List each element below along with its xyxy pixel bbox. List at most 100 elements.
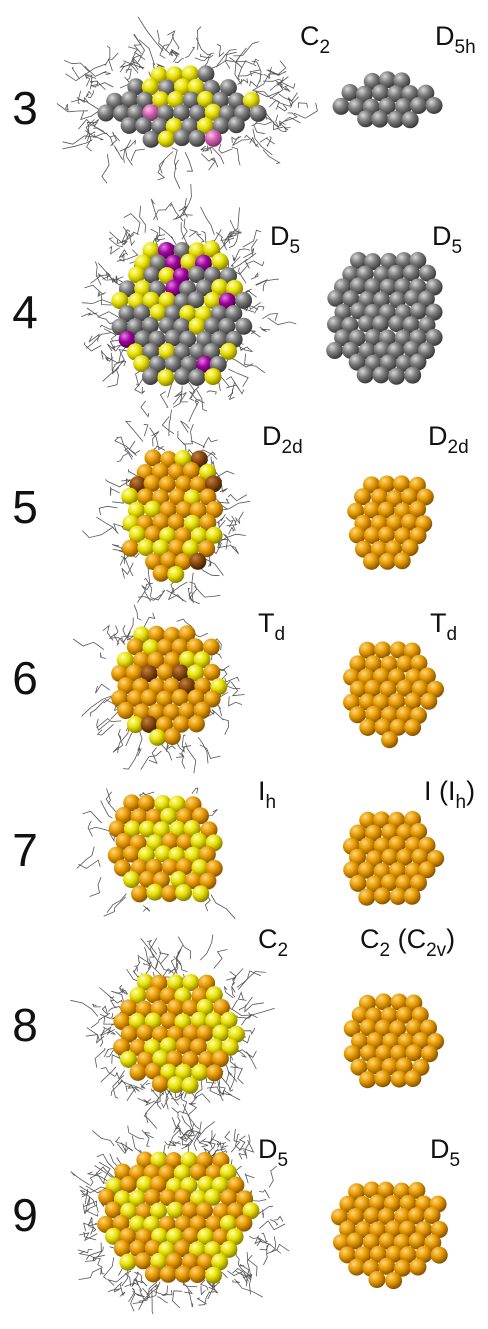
ligand [57, 104, 88, 112]
ligand [218, 520, 225, 527]
symmetry-label: D5 [432, 221, 462, 258]
atom [157, 369, 174, 386]
subscript: 5 [290, 237, 301, 258]
ligand [71, 1172, 90, 1186]
ligand [196, 38, 214, 55]
ligand [118, 729, 120, 740]
ligand [260, 137, 275, 144]
atom [121, 117, 138, 134]
ligand [236, 1135, 241, 1151]
ligand [259, 1190, 269, 1198]
ligand [152, 1289, 153, 1314]
cluster-row: 9 [12, 1112, 448, 1314]
ligand [101, 653, 106, 659]
ligand [220, 1075, 234, 1091]
ligand [87, 308, 119, 318]
ligand [238, 992, 246, 1000]
ligand [223, 719, 229, 735]
ligand [128, 47, 145, 60]
ligand [251, 331, 261, 338]
ligand [185, 47, 194, 58]
atom [371, 111, 388, 128]
ligand [248, 1008, 275, 1015]
ligand [210, 60, 234, 69]
ligand [141, 751, 162, 770]
ligand [230, 545, 239, 554]
ligand [97, 719, 110, 730]
atom [205, 130, 222, 147]
ligand [251, 273, 258, 279]
ligand [73, 639, 104, 650]
ligand [219, 144, 233, 153]
atom [192, 885, 209, 902]
ligand [102, 1006, 108, 1015]
subscript: h [266, 792, 277, 813]
ligand [207, 391, 217, 395]
cluster-row: 7 [12, 788, 444, 919]
ligand [117, 437, 133, 457]
ligand [239, 1150, 246, 1159]
structure-number: 9 [12, 1189, 38, 1241]
ligand [162, 417, 174, 434]
ligand [92, 1131, 114, 1146]
symmetry-label: C2 [258, 924, 288, 961]
atom [189, 553, 206, 570]
ligand [143, 906, 150, 912]
label-text: I (I [424, 776, 456, 806]
atom [420, 693, 437, 710]
ligand [131, 149, 145, 161]
ligand [123, 618, 133, 643]
ligand [230, 1056, 238, 1068]
ligand [116, 1071, 125, 1079]
ligand [189, 1103, 197, 1127]
symmetry-label: I (Ih) [424, 776, 475, 813]
ligand [190, 1097, 197, 1104]
ligand [133, 1280, 147, 1286]
ligand [263, 150, 280, 164]
atom [122, 540, 139, 557]
ligand [177, 949, 181, 965]
ligand [118, 726, 130, 753]
atom [326, 342, 343, 359]
atom [250, 105, 267, 122]
ligand [157, 1297, 167, 1303]
atom [205, 1267, 222, 1284]
ligand [256, 280, 268, 291]
ligand [185, 743, 196, 774]
symmetry-label: D5 [270, 221, 300, 258]
ligand [166, 590, 186, 602]
ligand [95, 1048, 105, 1068]
cluster-row: 8 [12, 935, 444, 1129]
atom [143, 131, 160, 148]
atom [158, 130, 175, 147]
ligand [89, 1227, 93, 1235]
atom [167, 566, 184, 583]
ligand [139, 1289, 145, 1310]
ligand [173, 1291, 183, 1308]
subscript: 2 [320, 37, 331, 58]
ligand [200, 54, 213, 58]
ligand [178, 431, 186, 454]
ligand [181, 421, 190, 433]
ligand [128, 1126, 145, 1139]
ligand [66, 104, 69, 111]
symmetry-label: C2 [300, 21, 330, 58]
atom [379, 553, 396, 570]
ligand [105, 46, 110, 66]
ligand [219, 499, 229, 503]
ligand [256, 91, 280, 97]
ligand [269, 101, 279, 110]
ligand [101, 1269, 105, 1276]
ligand [79, 1268, 103, 1280]
ligand [217, 44, 224, 56]
ligand [90, 827, 111, 832]
ligand [246, 289, 252, 292]
structure-number: 7 [12, 824, 38, 876]
ligand [238, 60, 246, 80]
ligand [192, 573, 194, 604]
ligand [189, 230, 198, 237]
structure-number: 8 [12, 999, 38, 1051]
atom [373, 366, 390, 383]
subscript: 5 [452, 237, 463, 258]
label-text: T [258, 608, 275, 638]
